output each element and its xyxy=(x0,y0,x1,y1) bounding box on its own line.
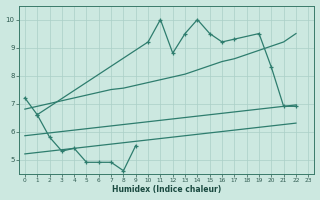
X-axis label: Humidex (Indice chaleur): Humidex (Indice chaleur) xyxy=(112,185,221,194)
